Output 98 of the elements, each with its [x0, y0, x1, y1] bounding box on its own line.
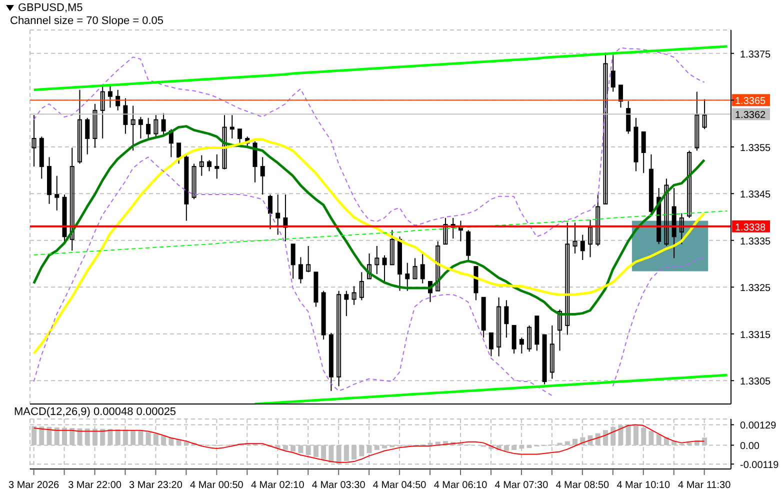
candlestick: [336, 290, 342, 387]
candlestick: [344, 290, 349, 317]
candlestick: [390, 230, 394, 266]
x-tick-label: 3 Mar 22:00: [68, 480, 122, 489]
candlestick: [550, 324, 554, 380]
candlestick: [207, 159, 212, 172]
candlestick: [146, 117, 151, 139]
x-tick-label: 4 Mar 00:50: [190, 480, 244, 489]
candlestick: [694, 91, 700, 152]
candlestick: [496, 296, 502, 357]
candlestick: [54, 175, 60, 211]
candlestick: [32, 114, 36, 168]
line-series: [32, 138, 706, 355]
candlestick: [130, 105, 136, 152]
x-tick-label: 4 Mar 07:30: [494, 480, 549, 489]
line-series: [33, 210, 728, 256]
candlestick: [405, 262, 410, 292]
y-tick-label: 1.3355: [740, 142, 772, 154]
candlestick: [679, 212, 684, 245]
y-tick-label: 1.3325: [740, 283, 772, 294]
candlestick: [230, 114, 234, 139]
candlestick: [222, 114, 227, 170]
ref-line-label: 1.3365: [735, 96, 766, 108]
y-tick-label: 1.3345: [740, 190, 772, 201]
candlestick: [488, 332, 494, 357]
candlestick: [161, 112, 166, 136]
candlestick: [214, 154, 220, 180]
y-tick-label: 1.3305: [740, 376, 772, 388]
y-tick-label: 1.3315: [740, 330, 772, 341]
candlestick: [588, 219, 592, 258]
candlestick: [138, 116, 143, 139]
candlestick: [367, 252, 372, 280]
x-tick-label: 3 Mar 2026: [8, 480, 60, 489]
candlestick: [252, 140, 258, 183]
candlestick: [618, 84, 623, 108]
candlestick: [504, 300, 509, 338]
candlestick: [199, 154, 204, 176]
candlestick: [352, 286, 356, 306]
candlestick: [596, 194, 600, 246]
bar: [435, 442, 440, 446]
candlestick: [192, 163, 196, 200]
candlestick: [412, 258, 418, 280]
x-tick-label: 4 Mar 10:10: [616, 480, 670, 489]
ref-line-label: 1.3362: [735, 110, 766, 122]
x-tick-label: 4 Mar 06:10: [434, 480, 488, 489]
ref-line-label: 1.3338: [735, 222, 766, 234]
line-series: [254, 374, 728, 404]
y-tick-label: 0.00129: [740, 420, 777, 432]
x-tick-label: 4 Mar 08:50: [556, 480, 610, 489]
candlestick: [374, 245, 380, 275]
candlestick: [466, 230, 471, 261]
line-series: [32, 45, 728, 92]
candlestick: [70, 147, 74, 252]
candlestick: [276, 194, 280, 236]
candlestick: [443, 217, 448, 245]
candlestick: [565, 222, 570, 336]
candlestick: [123, 98, 128, 134]
candlestick: [108, 84, 112, 108]
chart-title: GBPUSD,M5: [18, 2, 83, 14]
candlestick: [154, 114, 158, 138]
candlestick: [290, 244, 296, 280]
candlestick: [260, 156, 265, 196]
candlestick: [664, 178, 669, 246]
text: Channel size = 70 Slope = 0.05: [10, 15, 164, 27]
candlestick: [298, 256, 303, 284]
candlestick: [512, 324, 516, 354]
candlestick: [626, 100, 631, 134]
candlestick: [580, 234, 585, 261]
candlestick: [100, 84, 105, 139]
candlestick: [382, 254, 387, 282]
candlestick: [519, 337, 524, 354]
x-tick-label: 4 Mar 02:10: [250, 480, 305, 489]
x-tick-label: 4 Mar 04:50: [372, 480, 427, 489]
x-tick-label: 3 Mar 23:20: [129, 480, 183, 489]
candlestick: [641, 131, 646, 174]
y-tick-label: -0.00119: [740, 460, 780, 472]
candlestick: [436, 240, 440, 292]
candlestick: [176, 142, 182, 164]
candlestick: [572, 222, 578, 254]
candlestick: [558, 309, 562, 352]
x-tick-label: 4 Mar 11:30: [678, 480, 732, 489]
chart-title: MACD(12,26,9) 0.00048 0.00025: [14, 406, 176, 418]
y-tick-label: 1.3375: [740, 49, 772, 60]
candlestick: [702, 98, 707, 130]
y-tick-label: 1.3335: [740, 236, 772, 248]
candlestick: [85, 117, 90, 155]
candlestick: [306, 245, 311, 273]
candlestick: [687, 150, 692, 218]
x-tick-label: 4 Mar 03:30: [312, 480, 366, 489]
candlestick: [420, 252, 425, 284]
candlestick: [268, 194, 272, 230]
y-tick-label: 0.00: [740, 441, 760, 452]
candlestick: [77, 89, 82, 164]
candlestick: [359, 272, 364, 301]
line-series: [33, 47, 705, 238]
candlestick: [92, 103, 98, 148]
candlestick: [527, 324, 532, 352]
line-series: [33, 424, 705, 463]
